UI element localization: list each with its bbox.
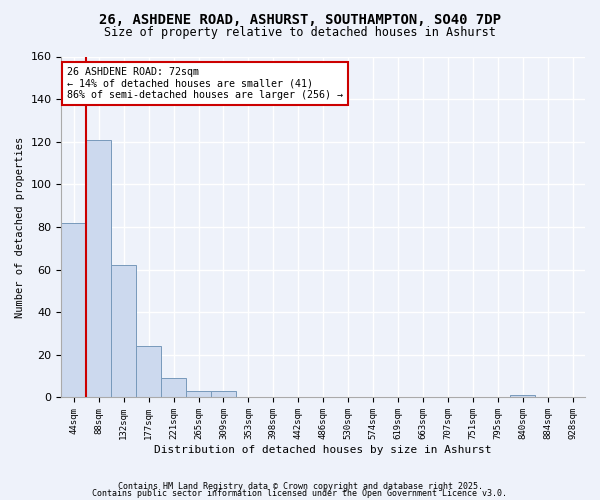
Bar — [86, 140, 111, 398]
Text: 26, ASHDENE ROAD, ASHURST, SOUTHAMPTON, SO40 7DP: 26, ASHDENE ROAD, ASHURST, SOUTHAMPTON, … — [99, 12, 501, 26]
Text: Contains public sector information licensed under the Open Government Licence v3: Contains public sector information licen… — [92, 490, 508, 498]
Bar — [161, 378, 186, 398]
Text: 26 ASHDENE ROAD: 72sqm
← 14% of detached houses are smaller (41)
86% of semi-det: 26 ASHDENE ROAD: 72sqm ← 14% of detached… — [67, 66, 343, 100]
Bar — [510, 396, 535, 398]
Text: Size of property relative to detached houses in Ashurst: Size of property relative to detached ho… — [104, 26, 496, 39]
Bar — [186, 391, 211, 398]
Bar — [211, 391, 236, 398]
Text: Contains HM Land Registry data © Crown copyright and database right 2025.: Contains HM Land Registry data © Crown c… — [118, 482, 482, 491]
Y-axis label: Number of detached properties: Number of detached properties — [15, 136, 25, 318]
Bar — [61, 222, 86, 398]
Bar — [111, 266, 136, 398]
X-axis label: Distribution of detached houses by size in Ashurst: Distribution of detached houses by size … — [154, 445, 492, 455]
Bar — [136, 346, 161, 398]
